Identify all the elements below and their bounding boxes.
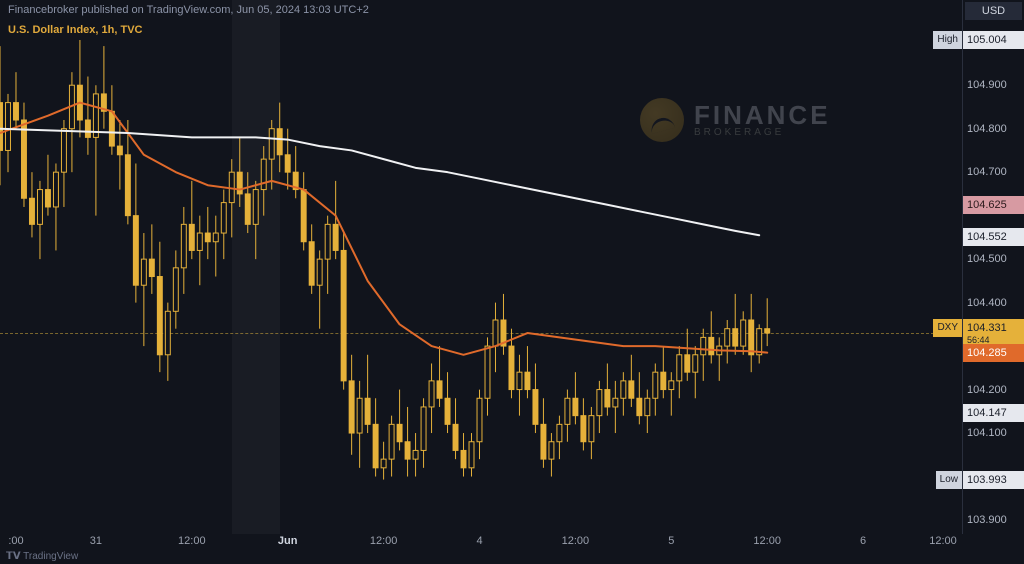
x-tick: Jun	[278, 535, 298, 547]
chart-area[interactable]: FINANCE BROKERAGE	[0, 0, 959, 534]
x-axis[interactable]: :00 31 12:00 Jun 12:00 4 12:00 5 12:00 6 12:00	[0, 533, 959, 547]
x-tick: 4	[476, 535, 482, 547]
x-tick: 6	[860, 535, 866, 547]
y-tick: 104.100	[967, 427, 1022, 439]
y-axis-header: USD	[965, 2, 1022, 20]
x-tick: 12:00	[562, 535, 590, 547]
y-badge: 104.147	[963, 404, 1024, 422]
y-badge: 104.33156:44DXY	[963, 319, 1024, 347]
y-tick: 103.900	[967, 514, 1022, 526]
x-tick: 31	[90, 535, 102, 547]
x-tick: 5	[668, 535, 674, 547]
y-badge: 104.625	[963, 196, 1024, 214]
y-tick: 104.900	[967, 79, 1022, 91]
plot-svg	[0, 0, 959, 522]
y-badge: 104.285	[963, 344, 1024, 362]
y-badge: 105.004High	[963, 31, 1024, 49]
y-tick: 104.500	[967, 253, 1022, 265]
y-tick: 104.800	[967, 123, 1022, 135]
x-tick: 12:00	[929, 535, 957, 547]
x-tick: :00	[8, 535, 23, 547]
y-badge: 104.552	[963, 228, 1024, 246]
y-tick: 104.700	[967, 166, 1022, 178]
footer-brand: 𝗧𝗩 TradingView	[6, 551, 78, 562]
y-tick: 104.400	[967, 297, 1022, 309]
x-tick: 12:00	[753, 535, 781, 547]
x-tick: 12:00	[178, 535, 206, 547]
y-badge: 103.993Low	[963, 471, 1024, 489]
y-tick: 104.200	[967, 384, 1022, 396]
y-axis[interactable]: USD 104.900 104.800 104.700 104.500 104.400 1…	[962, 0, 1024, 534]
x-tick: 12:00	[370, 535, 398, 547]
